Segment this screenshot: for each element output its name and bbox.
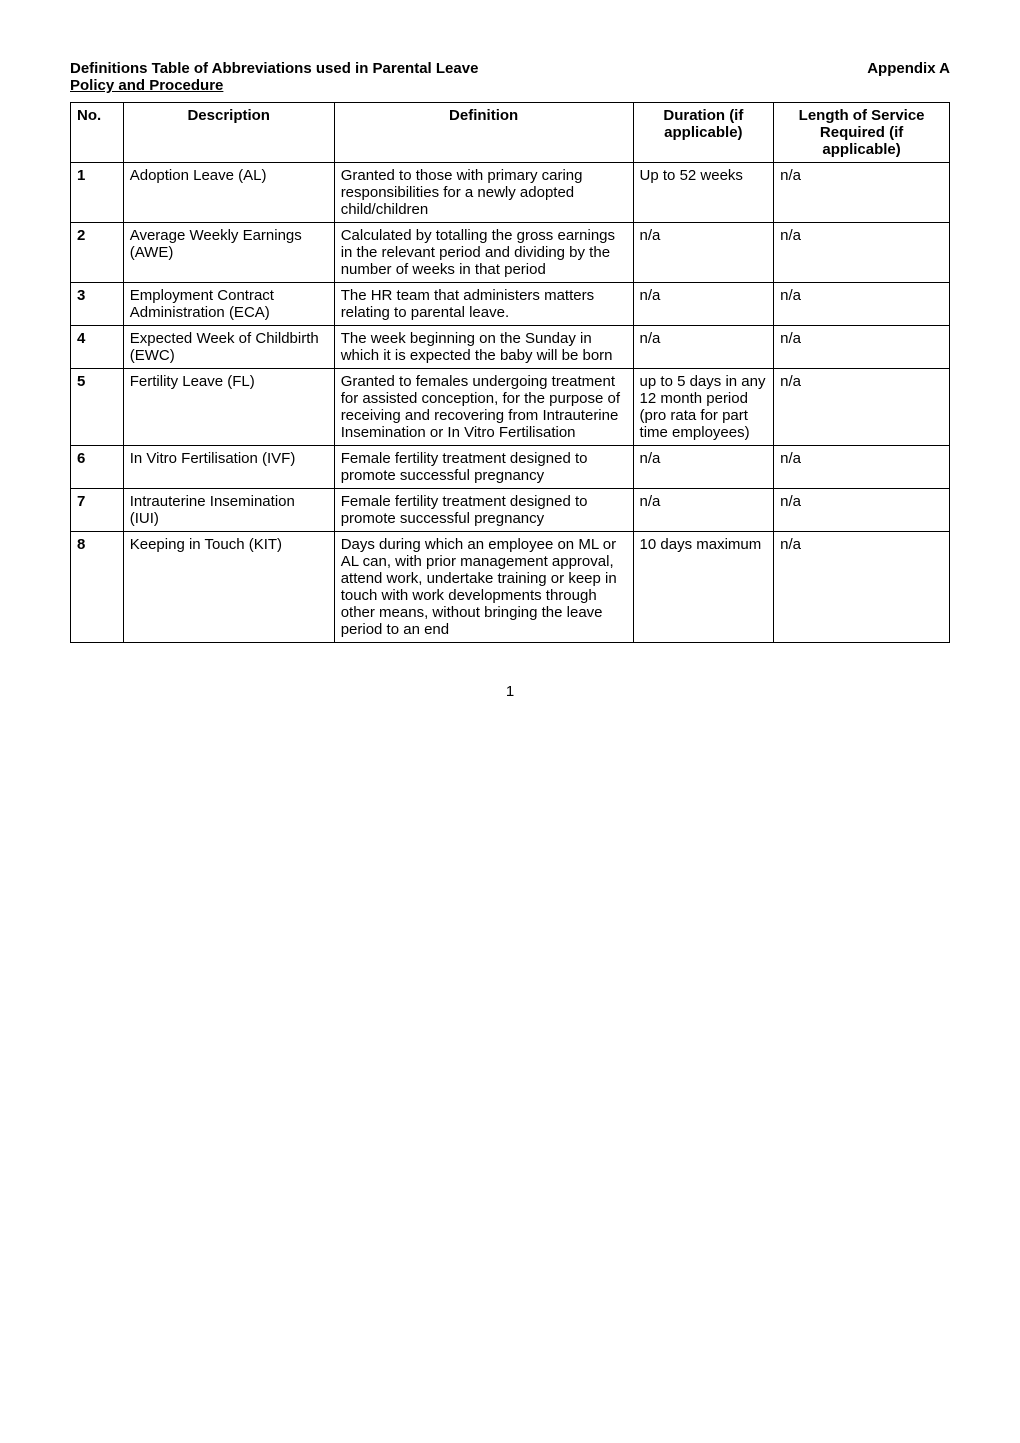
- cell-duration: 10 days maximum: [633, 532, 774, 643]
- document-header: Definitions Table of Abbreviations used …: [70, 60, 950, 96]
- cell-service-length: n/a: [774, 223, 950, 283]
- table-row: 5 Fertility Leave (FL) Granted to female…: [71, 369, 950, 446]
- cell-definition: Days during which an employee on ML or A…: [334, 532, 633, 643]
- appendix-label: Appendix A: [867, 60, 950, 96]
- table-row: 4 Expected Week of Childbirth (EWC) The …: [71, 326, 950, 369]
- table-row: 8 Keeping in Touch (KIT) Days during whi…: [71, 532, 950, 643]
- title-block: Definitions Table of Abbreviations used …: [70, 60, 478, 96]
- cell-no: 3: [71, 283, 124, 326]
- col-header-duration: Duration (if applicable): [633, 103, 774, 163]
- page-number: 1: [70, 683, 950, 700]
- cell-definition: Female fertility treatment designed to p…: [334, 446, 633, 489]
- table-row: 2 Average Weekly Earnings (AWE) Calculat…: [71, 223, 950, 283]
- col-header-no: No.: [71, 103, 124, 163]
- cell-no: 7: [71, 489, 124, 532]
- cell-definition: The HR team that administers matters rel…: [334, 283, 633, 326]
- cell-definition: The week beginning on the Sunday in whic…: [334, 326, 633, 369]
- cell-no: 5: [71, 369, 124, 446]
- cell-duration: n/a: [633, 489, 774, 532]
- table-row: 3 Employment Contract Administration (EC…: [71, 283, 950, 326]
- cell-duration: up to 5 days in any 12 month period (pro…: [633, 369, 774, 446]
- cell-service-length: n/a: [774, 489, 950, 532]
- cell-no: 4: [71, 326, 124, 369]
- cell-duration: n/a: [633, 223, 774, 283]
- cell-service-length: n/a: [774, 163, 950, 223]
- cell-duration: n/a: [633, 283, 774, 326]
- table-body: 1 Adoption Leave (AL) Granted to those w…: [71, 163, 950, 643]
- title-line-2: Policy and Procedure: [70, 77, 478, 94]
- cell-duration: n/a: [633, 326, 774, 369]
- cell-duration: n/a: [633, 446, 774, 489]
- cell-service-length: n/a: [774, 369, 950, 446]
- cell-service-length: n/a: [774, 446, 950, 489]
- cell-definition: Calculated by totalling the gross earnin…: [334, 223, 633, 283]
- cell-description: Keeping in Touch (KIT): [123, 532, 334, 643]
- cell-definition: Granted to those with primary caring res…: [334, 163, 633, 223]
- cell-no: 8: [71, 532, 124, 643]
- cell-no: 6: [71, 446, 124, 489]
- col-header-definition: Definition: [334, 103, 633, 163]
- cell-service-length: n/a: [774, 326, 950, 369]
- col-header-service-length: Length of Service Required (if applicabl…: [774, 103, 950, 163]
- cell-description: Intrauterine Insemination (IUI): [123, 489, 334, 532]
- definitions-table: No. Description Definition Duration (if …: [70, 102, 950, 643]
- cell-description: Employment Contract Administration (ECA): [123, 283, 334, 326]
- cell-no: 1: [71, 163, 124, 223]
- cell-description: Average Weekly Earnings (AWE): [123, 223, 334, 283]
- table-row: 6 In Vitro Fertilisation (IVF) Female fe…: [71, 446, 950, 489]
- table-row: 1 Adoption Leave (AL) Granted to those w…: [71, 163, 950, 223]
- cell-description: Expected Week of Childbirth (EWC): [123, 326, 334, 369]
- cell-duration: Up to 52 weeks: [633, 163, 774, 223]
- cell-definition: Female fertility treatment designed to p…: [334, 489, 633, 532]
- table-header-row: No. Description Definition Duration (if …: [71, 103, 950, 163]
- cell-no: 2: [71, 223, 124, 283]
- table-row: 7 Intrauterine Insemination (IUI) Female…: [71, 489, 950, 532]
- cell-description: Fertility Leave (FL): [123, 369, 334, 446]
- col-header-description: Description: [123, 103, 334, 163]
- cell-description: Adoption Leave (AL): [123, 163, 334, 223]
- cell-definition: Granted to females undergoing treatment …: [334, 369, 633, 446]
- title-line-1: Definitions Table of Abbreviations used …: [70, 60, 478, 77]
- cell-description: In Vitro Fertilisation (IVF): [123, 446, 334, 489]
- cell-service-length: n/a: [774, 283, 950, 326]
- cell-service-length: n/a: [774, 532, 950, 643]
